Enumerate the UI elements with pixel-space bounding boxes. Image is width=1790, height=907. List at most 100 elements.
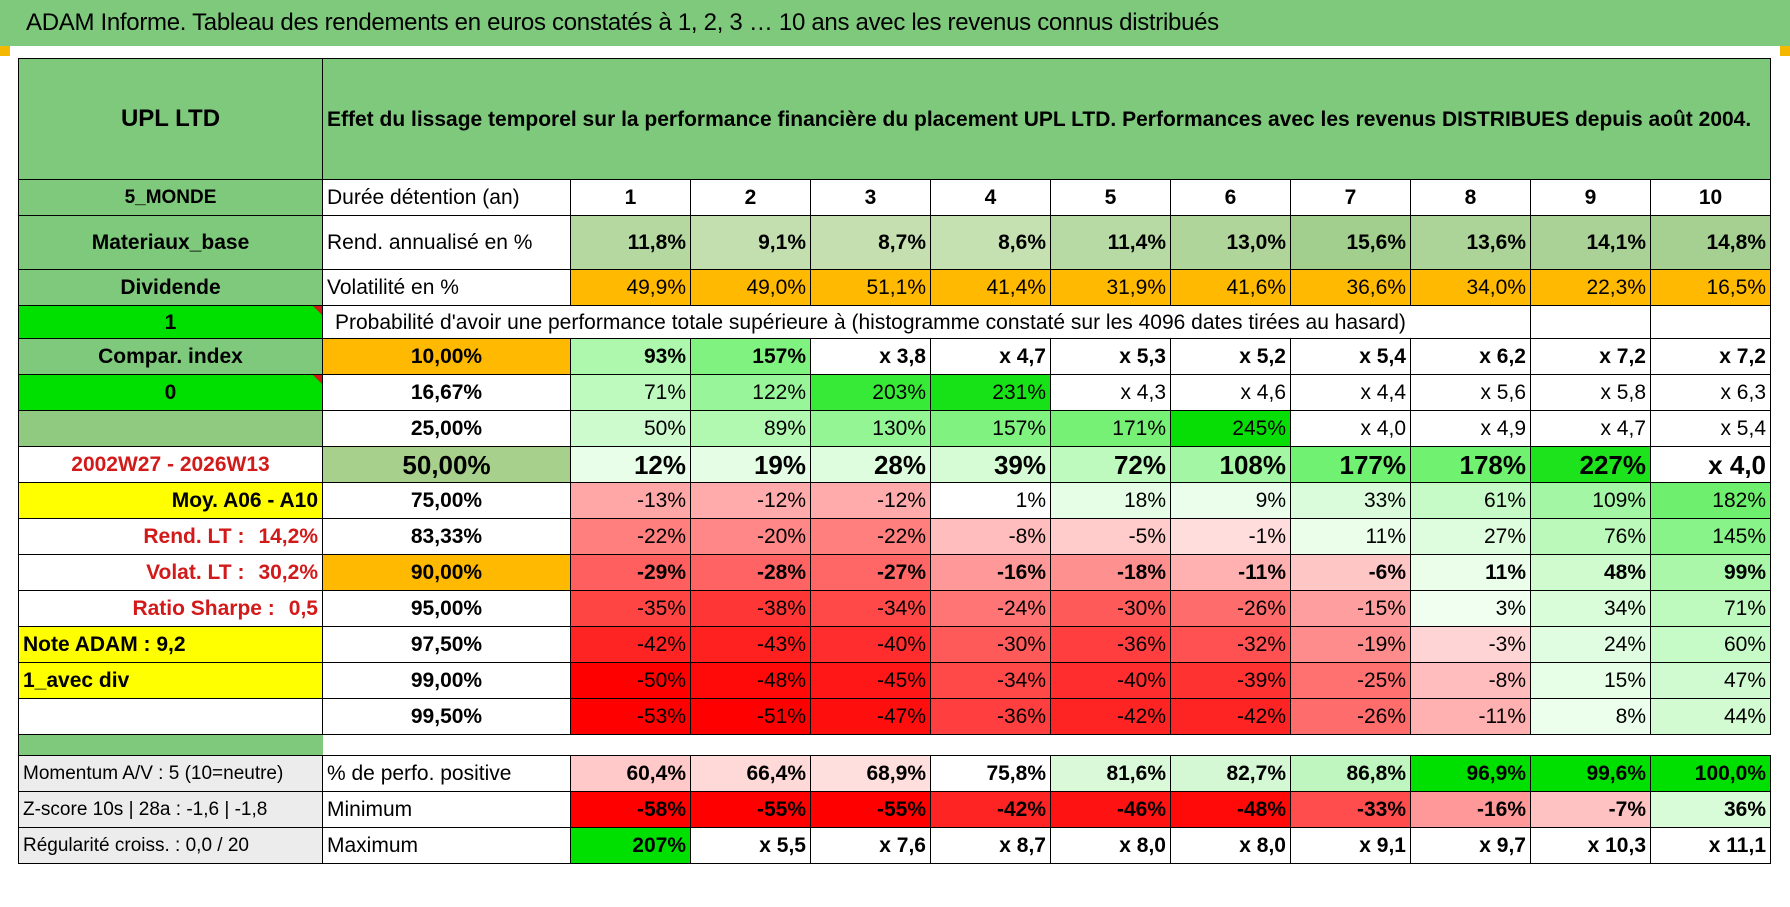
percentile-value-cell: 227%: [1530, 446, 1651, 483]
percentile-value-cell: 177%: [1290, 446, 1411, 483]
percentile-value-cell: x 5,6: [1410, 374, 1531, 411]
percentile-value-cell: 1%: [930, 482, 1051, 519]
percentile-value-cell: 182%: [1650, 482, 1771, 519]
percentile-value-cell: x 4,9: [1410, 410, 1531, 447]
percentile-value-cell: -15%: [1290, 590, 1411, 627]
header-title: Effet du lissage temporel sur la perform…: [322, 58, 1771, 180]
annualized-return-cell: 13,6%: [1410, 215, 1531, 270]
percentile-label: 90,00%: [322, 554, 571, 591]
percentile-value-cell: -26%: [1170, 590, 1291, 627]
percentile-value-cell: -5%: [1050, 518, 1171, 555]
year-header: 1: [570, 179, 691, 216]
percentile-value-cell: x 4,7: [1530, 410, 1651, 447]
percentile-value-cell: 178%: [1410, 446, 1531, 483]
percentile-value-cell: x 5,8: [1530, 374, 1651, 411]
percentile-value-cell: -1%: [1170, 518, 1291, 555]
percentile-value-cell: 76%: [1530, 518, 1651, 555]
percentile-value-cell: x 4,6: [1170, 374, 1291, 411]
percentile-value-cell: 8%: [1530, 698, 1651, 735]
percentile-value-cell: -12%: [690, 482, 811, 519]
minimum-cell: -55%: [690, 791, 811, 828]
percentile-value-cell: -20%: [690, 518, 811, 555]
year-header: 3: [810, 179, 931, 216]
percentile-value-cell: -30%: [1050, 590, 1171, 627]
empty-cell: [1650, 305, 1771, 339]
percentile-value-cell: 12%: [570, 446, 691, 483]
percentile-value-cell: -8%: [930, 518, 1051, 555]
percentile-value-cell: -29%: [570, 554, 691, 591]
input-cell-2[interactable]: 0: [18, 374, 323, 411]
percentile-value-cell: -40%: [810, 626, 931, 663]
separator-cell: [18, 734, 323, 756]
percentile-value-cell: x 3,8: [810, 338, 931, 375]
percentile-value-cell: 50%: [570, 410, 691, 447]
annualized-return-cell: 11,8%: [570, 215, 691, 270]
year-header: 5: [1050, 179, 1171, 216]
percentile-label: 99,00%: [322, 662, 571, 699]
percentile-value-cell: 48%: [1530, 554, 1651, 591]
percentile-value-cell: x 5,2: [1170, 338, 1291, 375]
long-term-return-value: 14,2%: [258, 525, 318, 548]
volatility-cell: 34,0%: [1410, 269, 1531, 306]
percentile-value-cell: 18%: [1050, 482, 1171, 519]
percentile-value-cell: -18%: [1050, 554, 1171, 591]
sector-label: Materiaux_base: [18, 215, 323, 270]
input-cell-1[interactable]: 1: [18, 305, 323, 339]
maximum-cell: x 9,7: [1410, 827, 1531, 864]
percentile-value-cell: 24%: [1530, 626, 1651, 663]
minimum-cell: -48%: [1170, 791, 1291, 828]
comment-marker-icon: [313, 306, 322, 315]
percentile-value-cell: -8%: [1410, 662, 1531, 699]
percentile-value-cell: 108%: [1170, 446, 1291, 483]
percentile-value-cell: -36%: [1050, 626, 1171, 663]
minimum-cell: -42%: [930, 791, 1051, 828]
percentile-value-cell: -11%: [1410, 698, 1531, 735]
year-header: 8: [1410, 179, 1531, 216]
percentile-value-cell: -26%: [1290, 698, 1411, 735]
annualized-return-cell: 14,8%: [1650, 215, 1771, 270]
minimum-cell: -55%: [810, 791, 931, 828]
empty-label: [18, 698, 323, 735]
percentile-value-cell: x 4,0: [1290, 410, 1411, 447]
type-label: Dividende: [18, 269, 323, 306]
percentile-value-cell: -51%: [690, 698, 811, 735]
percentile-value-cell: 33%: [1290, 482, 1411, 519]
percentile-label: 99,50%: [322, 698, 571, 735]
positive-perf-cell: 81,6%: [1050, 755, 1171, 792]
percentile-value-cell: x 5,4: [1290, 338, 1411, 375]
percentile-value-cell: x 4,4: [1290, 374, 1411, 411]
percentile-value-cell: x 5,3: [1050, 338, 1171, 375]
percentile-value-cell: 130%: [810, 410, 931, 447]
percentile-value-cell: -27%: [810, 554, 931, 591]
percentile-value-cell: -24%: [930, 590, 1051, 627]
percentile-value-cell: -43%: [690, 626, 811, 663]
percentile-value-cell: 157%: [930, 410, 1051, 447]
minimum-label: Minimum: [322, 791, 571, 828]
percentile-value-cell: 89%: [690, 410, 811, 447]
percentile-value-cell: x 4,3: [1050, 374, 1171, 411]
minimum-cell: -46%: [1050, 791, 1171, 828]
positive-perf-cell: 68,9%: [810, 755, 931, 792]
long-term-return: Rend. LT : 14,2%: [18, 518, 323, 555]
maximum-label: Maximum: [322, 827, 571, 864]
volatility-cell: 41,4%: [930, 269, 1051, 306]
percentile-label: 16,67%: [322, 374, 571, 411]
percentile-value-cell: 15%: [1530, 662, 1651, 699]
annualized-return-cell: 8,6%: [930, 215, 1051, 270]
year-header: 10: [1650, 179, 1771, 216]
percentile-value-cell: 27%: [1410, 518, 1531, 555]
percentile-value-cell: x 7,2: [1650, 338, 1771, 375]
adam-note: Note ADAM : 9,2: [18, 626, 323, 663]
regularity-label: Régularité croiss. : 0,0 / 20: [18, 827, 323, 864]
percentile-value-cell: x 6,2: [1410, 338, 1531, 375]
positive-perf-cell: 75,8%: [930, 755, 1051, 792]
percentile-label: 75,00%: [322, 482, 571, 519]
long-term-volatility: Volat. LT : 30,2%: [18, 554, 323, 591]
percentile-value-cell: -35%: [570, 590, 691, 627]
percentile-value-cell: -50%: [570, 662, 691, 699]
report-title-banner: ADAM Informe. Tableau des rendements en …: [0, 0, 1790, 46]
year-header: 6: [1170, 179, 1291, 216]
zone-label: 5_MONDE: [18, 179, 323, 216]
percentile-value-cell: -13%: [570, 482, 691, 519]
percentile-value-cell: -34%: [930, 662, 1051, 699]
